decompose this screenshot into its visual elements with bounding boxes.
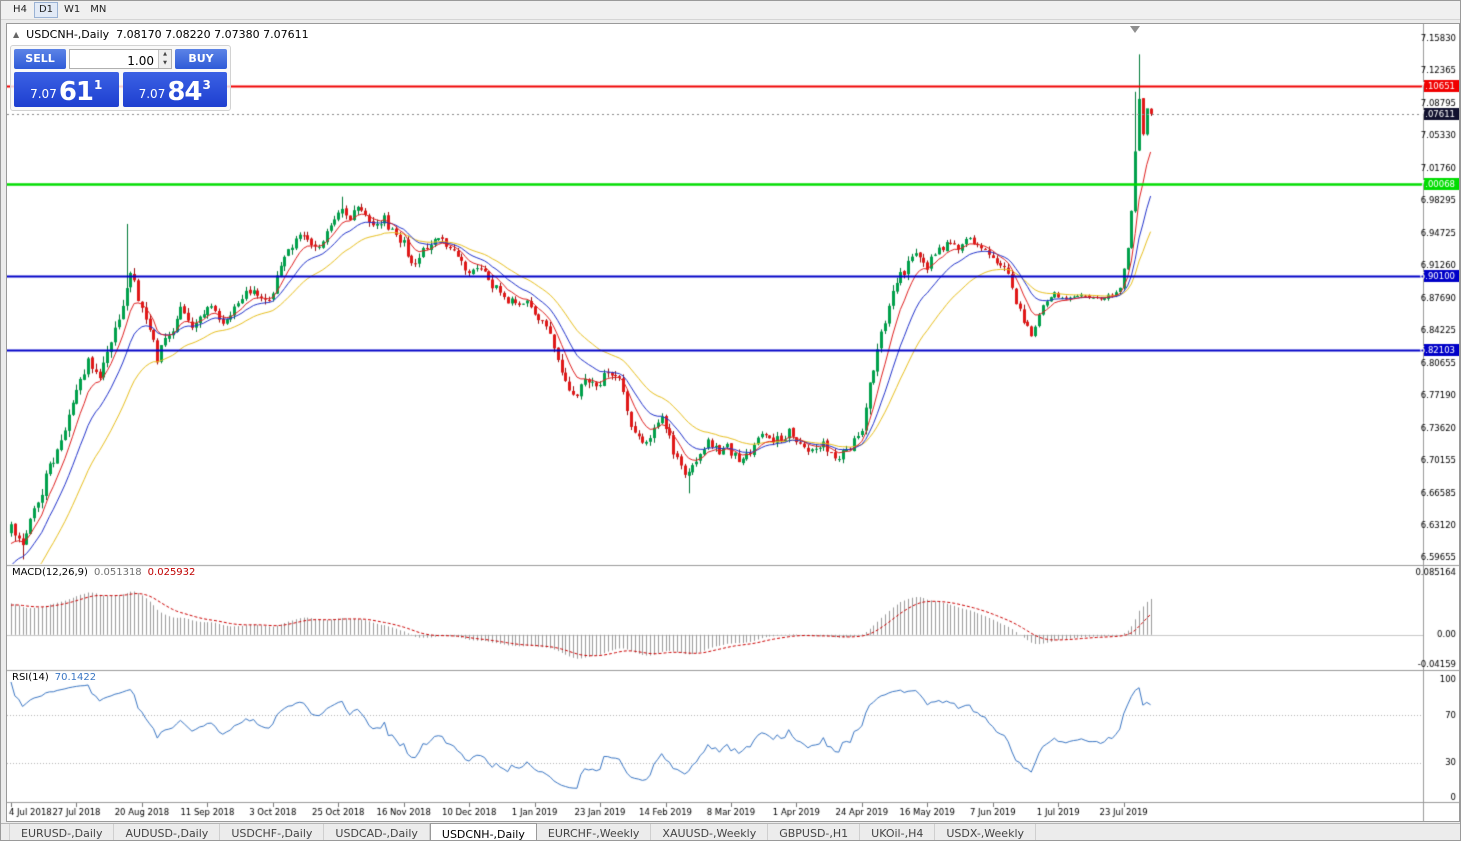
ask-pipette: 3: [202, 78, 211, 92]
chart-tab-gbpusd-h1[interactable]: GBPUSD-,H1: [768, 824, 861, 840]
chart-tab-usdcad-daily[interactable]: USDCAD-,Daily: [324, 824, 430, 840]
timeframe-button-w1[interactable]: W1: [64, 4, 81, 15]
bid-pips: 61: [58, 77, 94, 107]
bid-price-box[interactable]: 7.07 61 1: [14, 72, 119, 107]
one-click-trading-panel: SELL ▲ ▼ BUY 7.07 61 1 7.07 84 3: [10, 45, 231, 111]
chart-shift-marker-icon: [1130, 26, 1140, 33]
bid-pipette: 1: [94, 78, 103, 92]
chart-tab-eurchf-weekly[interactable]: EURCHF-,Weekly: [537, 824, 652, 840]
timeframe-button-d1[interactable]: D1: [34, 2, 58, 18]
one-click-collapse-icon[interactable]: ▲: [13, 30, 20, 39]
chart-tabs-bar: EURUSD-,Daily AUDUSD-,Daily USDCHF-,Daily U…: [1, 823, 1460, 840]
volume-input[interactable]: [70, 52, 171, 70]
timeframe-button-h4[interactable]: H4: [13, 4, 27, 15]
volume-up-icon[interactable]: ▲: [159, 50, 171, 59]
chart-canvas[interactable]: [6, 23, 1460, 822]
chart-tab-usdcnh-daily[interactable]: USDCNH-,Daily: [429, 823, 537, 840]
chart-tab-xauusd-weekly[interactable]: XAUUSD-,Weekly: [651, 824, 769, 840]
volume-spinner: ▲ ▼: [158, 50, 171, 68]
volume-down-icon[interactable]: ▼: [159, 59, 171, 68]
ask-pips: 84: [167, 77, 202, 107]
bid-big-figure: 7.07: [30, 87, 57, 101]
ask-big-figure: 7.07: [138, 87, 166, 101]
chart-tab-ukoil-h4[interactable]: UKOil-,H4: [860, 824, 936, 840]
sell-button[interactable]: SELL: [14, 49, 66, 69]
chart-tab-eurusd-daily[interactable]: EURUSD-,Daily: [9, 824, 115, 840]
buy-button[interactable]: BUY: [175, 49, 227, 69]
ask-price-box[interactable]: 7.07 84 3: [122, 72, 227, 107]
chart-tab-usdx-weekly[interactable]: USDX-,Weekly: [935, 824, 1037, 840]
volume-field-wrap: ▲ ▼: [69, 49, 172, 70]
timeframe-button-mn[interactable]: MN: [90, 4, 107, 15]
chart-tab-usdchf-daily[interactable]: USDCHF-,Daily: [220, 824, 325, 840]
chart-tab-audusd-daily[interactable]: AUDUSD-,Daily: [114, 824, 221, 840]
timeframe-toolbar: H4 D1 W1 MN: [1, 1, 1460, 20]
